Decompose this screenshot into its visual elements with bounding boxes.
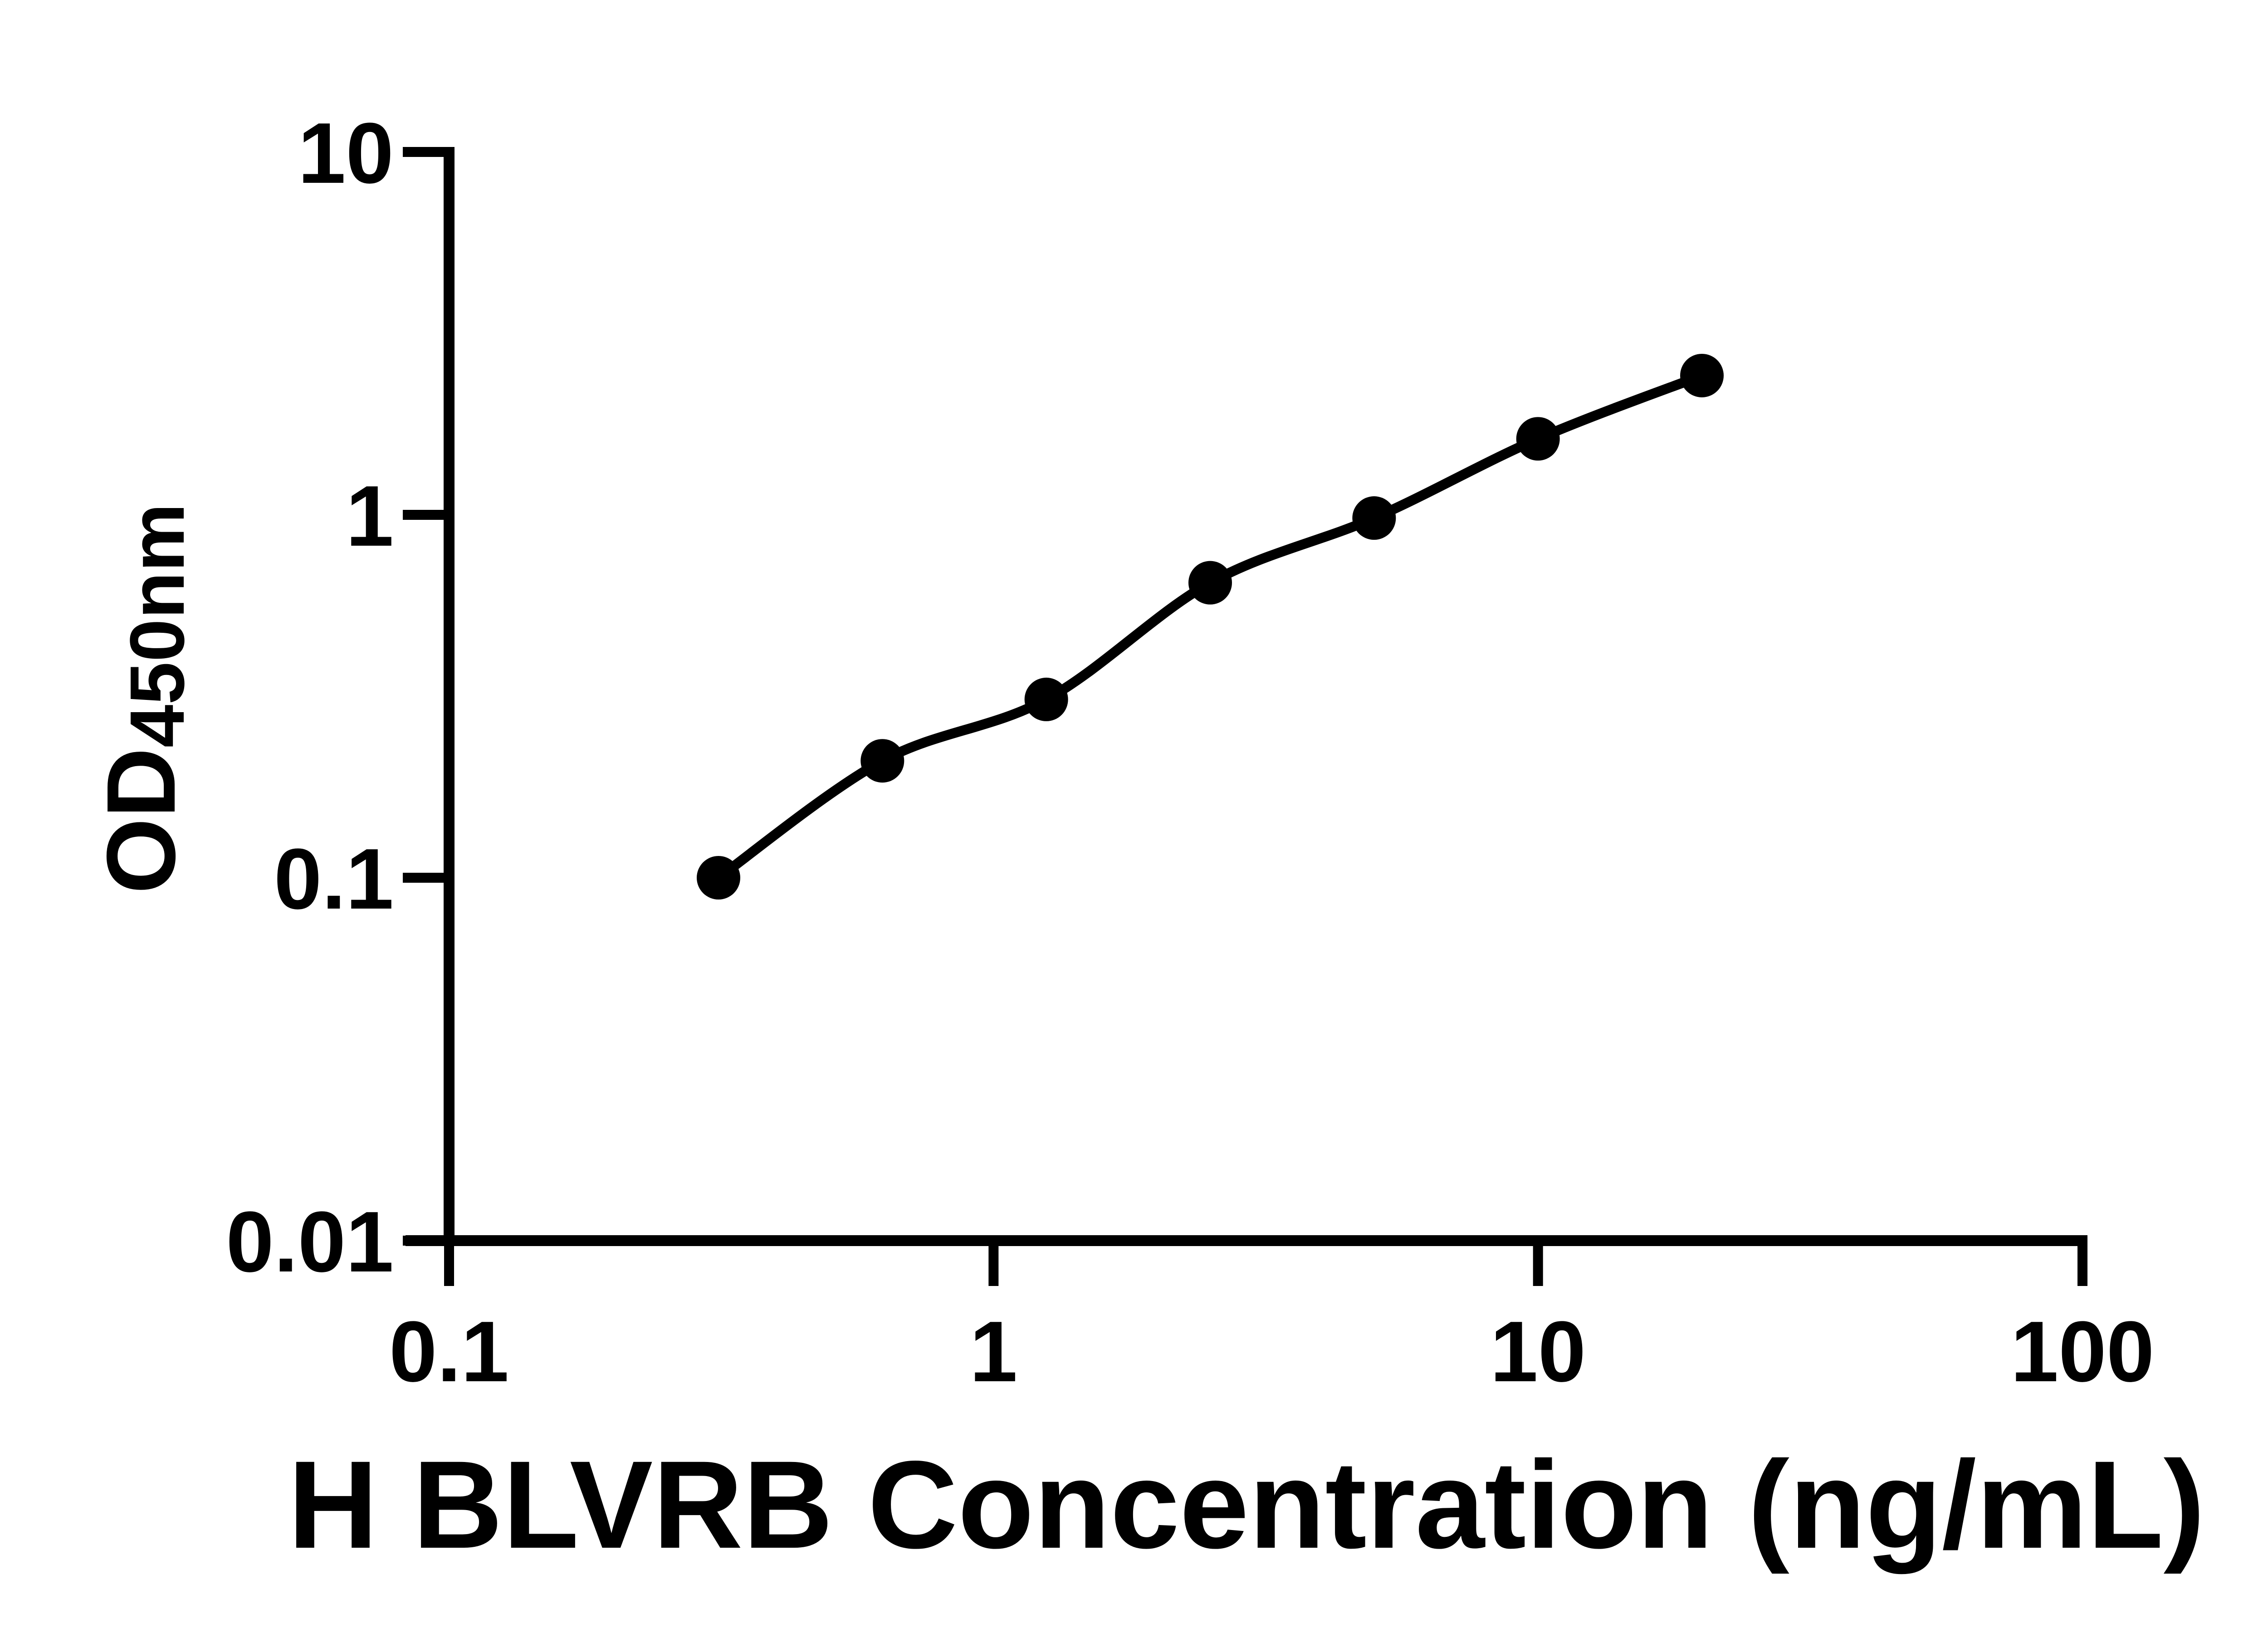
data-point-5 xyxy=(1352,496,1396,540)
data-point-10 xyxy=(1516,417,1560,461)
data-points xyxy=(696,353,1724,900)
data-point-20 xyxy=(1680,353,1724,397)
y-axis: 0.01 0.1 1 10 xyxy=(226,105,455,1290)
y-tick-label-0.1: 0.1 xyxy=(274,831,394,927)
x-axis: 0.1 1 10 100 xyxy=(389,1235,2155,1400)
x-tick-label-10: 10 xyxy=(1490,1304,1586,1400)
y-axis-title-subscript: 450nm xyxy=(114,503,200,748)
data-point-1.25 xyxy=(1024,677,1068,721)
data-point-2.5 xyxy=(1188,561,1232,605)
y-axis-title-main: OD xyxy=(86,748,196,894)
x-tick-label-0.1: 0.1 xyxy=(389,1304,509,1400)
data-point-0.3125 xyxy=(696,856,740,900)
x-tick-label-1: 1 xyxy=(969,1304,1017,1400)
x-axis-title: H BLVRB Concentration (ng/mL) xyxy=(288,1435,2205,1575)
y-axis-title: OD450nm xyxy=(86,503,200,894)
y-tick-label-10: 10 xyxy=(298,105,394,201)
y-tick-label-0.01: 0.01 xyxy=(226,1194,394,1290)
data-point-0.625 xyxy=(860,739,904,783)
y-tick-label-1: 1 xyxy=(346,468,394,564)
x-tick-label-100: 100 xyxy=(2010,1304,2154,1400)
